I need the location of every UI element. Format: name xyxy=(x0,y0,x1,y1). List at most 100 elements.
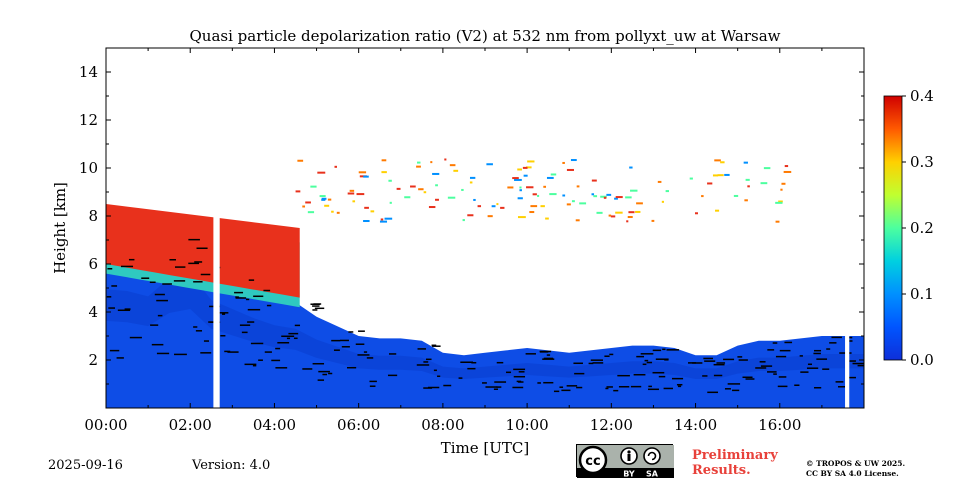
noise-mark xyxy=(333,349,340,351)
noise-mark xyxy=(253,295,264,298)
noise-mark xyxy=(837,386,846,388)
noise-mark xyxy=(806,367,819,369)
noise-mark xyxy=(543,357,554,360)
noise-mark xyxy=(606,386,613,388)
noise-mark xyxy=(417,348,426,350)
noise-mark xyxy=(846,376,856,379)
noise-mark xyxy=(760,365,773,367)
noise-mark xyxy=(244,363,257,366)
colorbar-tick-label: 0.4 xyxy=(910,87,934,105)
noise-mark xyxy=(493,388,499,390)
speckle-mark xyxy=(707,182,713,185)
speckle-mark xyxy=(608,214,612,217)
speckle-mark xyxy=(543,185,547,188)
speckle-mark xyxy=(593,195,598,198)
speckle-mark xyxy=(379,220,388,223)
speckle-mark xyxy=(461,188,464,191)
x-tick-label: 12:00 xyxy=(590,416,633,434)
noise-mark xyxy=(117,309,131,312)
noise-mark xyxy=(277,341,290,344)
noise-mark xyxy=(340,339,349,342)
noise-mark xyxy=(423,387,433,389)
speckle-mark xyxy=(778,200,783,203)
noise-mark xyxy=(849,360,856,362)
speckle-mark xyxy=(307,211,315,214)
colorbar-ticks: 0.0 0.1 0.2 0.3 0.4 xyxy=(902,87,934,369)
noise-mark xyxy=(149,281,156,284)
noise-mark xyxy=(773,373,777,375)
x-axis: 00:00 02:00 04:00 06:00 08:00 10:00 12:00 14:00… xyxy=(84,48,823,434)
noise-mark xyxy=(512,386,524,389)
speckle-mark xyxy=(364,206,369,209)
speckle-mark xyxy=(410,185,416,188)
noise-mark xyxy=(293,337,298,340)
noise-mark xyxy=(431,344,437,347)
speckle-mark xyxy=(562,161,565,164)
speckle-mark xyxy=(358,171,367,174)
speckle-mark xyxy=(319,195,326,198)
speckle-mark xyxy=(432,172,440,175)
speckle-mark xyxy=(491,205,496,208)
speckle-mark xyxy=(566,203,571,206)
noise-mark xyxy=(652,349,662,352)
noise-mark xyxy=(633,373,646,376)
noise-mark xyxy=(727,383,741,385)
speckle-mark xyxy=(423,191,427,194)
preliminary-line1: Preliminary xyxy=(692,448,778,463)
speckle-mark xyxy=(430,161,433,164)
speckle-mark xyxy=(517,168,522,171)
speckle-mark xyxy=(370,210,375,213)
noise-mark xyxy=(108,307,115,309)
speckle-mark xyxy=(591,193,595,196)
noise-mark xyxy=(640,353,654,355)
speckle-mark xyxy=(733,194,739,197)
noise-mark xyxy=(221,313,226,315)
noise-mark xyxy=(848,340,853,342)
noise-mark xyxy=(437,375,441,378)
noise-mark xyxy=(247,321,255,323)
cc-license-badge[interactable]: cc BY SA xyxy=(576,444,674,479)
noise-mark xyxy=(174,353,187,356)
noise-mark xyxy=(106,296,112,298)
noise-mark xyxy=(266,304,272,307)
high-depolarization-layer xyxy=(106,204,300,298)
speckle-mark xyxy=(714,159,721,162)
y-tick-label: 12 xyxy=(79,111,98,129)
noise-mark xyxy=(312,309,318,311)
noise-mark xyxy=(703,357,713,360)
noise-mark xyxy=(617,374,630,377)
noise-mark xyxy=(772,342,778,344)
speckle-mark xyxy=(566,168,574,171)
speckle-mark xyxy=(317,171,326,174)
noise-mark xyxy=(355,343,365,345)
speckle-mark xyxy=(562,194,566,197)
noise-mark xyxy=(738,359,748,361)
noise-mark xyxy=(239,324,251,326)
noise-mark xyxy=(423,361,429,363)
noise-mark xyxy=(245,298,250,301)
noise-mark xyxy=(141,277,150,279)
noise-mark xyxy=(157,314,163,317)
speckle-mark xyxy=(576,185,580,188)
speckle-mark xyxy=(629,166,633,169)
noise-mark xyxy=(688,362,697,364)
noise-mark xyxy=(814,349,822,352)
noise-mark xyxy=(767,371,777,373)
noise-mark xyxy=(241,331,248,334)
noise-mark xyxy=(322,373,328,376)
noise-mark xyxy=(677,385,682,388)
speckle-mark xyxy=(775,201,783,204)
noise-mark xyxy=(494,381,507,383)
version-label: Version: 4.0 xyxy=(192,458,271,473)
noise-mark xyxy=(312,362,325,365)
noise-mark xyxy=(250,342,264,345)
noise-mark xyxy=(655,358,669,360)
noise-mark xyxy=(814,387,822,389)
speckle-mark xyxy=(310,185,317,188)
noise-mark xyxy=(496,361,504,364)
noise-mark xyxy=(518,371,525,373)
noise-mark xyxy=(235,297,247,299)
noise-mark xyxy=(150,324,159,326)
noise-mark xyxy=(561,389,571,392)
noise-mark xyxy=(506,371,512,374)
